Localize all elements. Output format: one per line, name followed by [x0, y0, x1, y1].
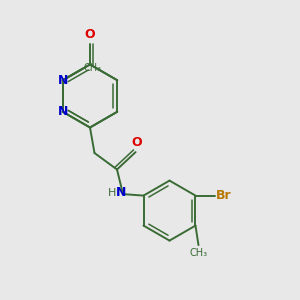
- Text: N: N: [116, 186, 127, 199]
- Text: Br: Br: [216, 189, 232, 202]
- Text: H: H: [107, 188, 116, 198]
- Text: O: O: [131, 136, 142, 149]
- Text: O: O: [85, 28, 95, 40]
- Text: CH₃: CH₃: [83, 63, 102, 73]
- Text: N: N: [58, 74, 68, 87]
- Text: N: N: [58, 105, 68, 118]
- Text: CH₃: CH₃: [189, 248, 208, 258]
